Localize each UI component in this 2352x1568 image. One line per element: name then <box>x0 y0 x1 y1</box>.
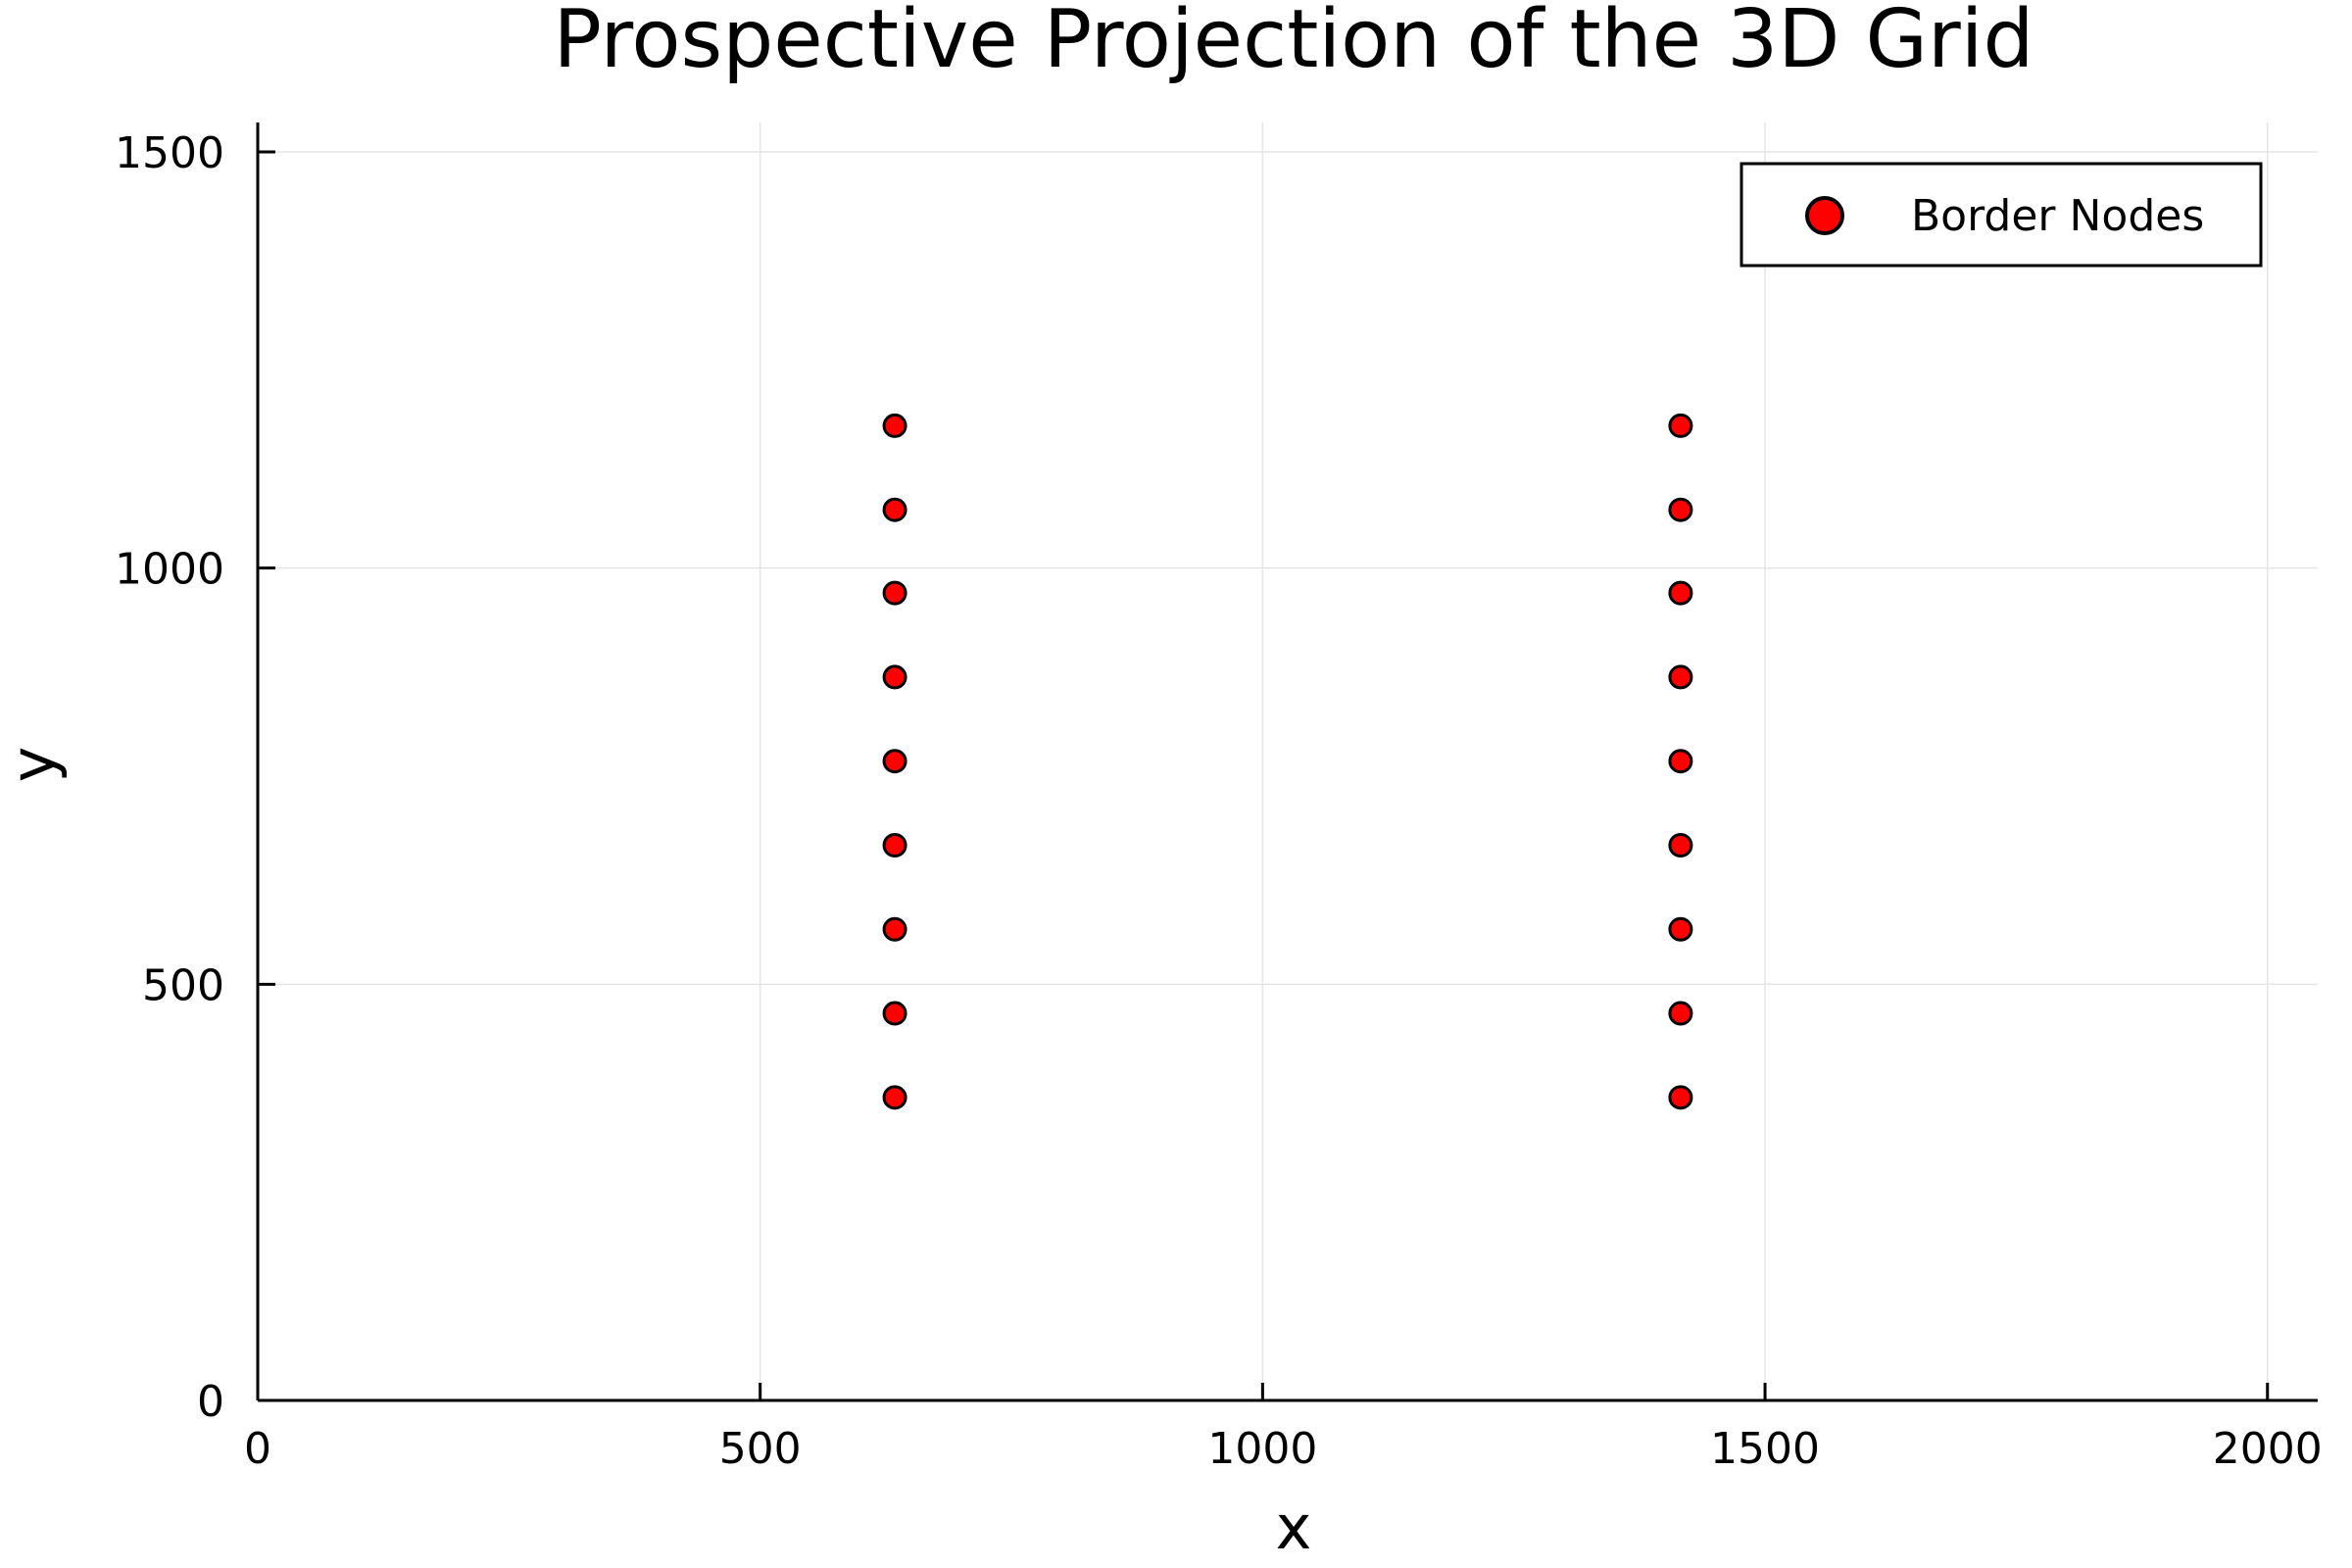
border-node-point-11 <box>1668 916 1693 942</box>
border-node-point-9 <box>1668 1085 1693 1110</box>
data-points-layer <box>882 413 1693 1110</box>
border-node-point-5 <box>882 664 907 690</box>
x-tick-label-0: 0 <box>244 1424 271 1474</box>
border-node-point-0 <box>882 1085 907 1110</box>
legend-label-border-nodes: Border Nodes <box>1911 191 2204 241</box>
y-tick-label-1: 500 <box>142 960 224 1010</box>
border-node-point-1 <box>882 1001 907 1026</box>
border-node-point-10 <box>1668 1001 1693 1026</box>
border-node-point-2 <box>882 916 907 942</box>
border-node-point-6 <box>882 580 907 606</box>
border-node-point-13 <box>1668 749 1693 774</box>
x-tick-label-2: 1000 <box>1207 1424 1317 1474</box>
x-tick-label-4: 2000 <box>2213 1424 2323 1474</box>
legend-marker <box>1805 196 1844 235</box>
y-tick-label-0: 0 <box>197 1377 224 1427</box>
border-node-point-8 <box>882 413 907 438</box>
x-axis-label: x <box>1276 1492 1312 1563</box>
y-tick-label-3: 1500 <box>115 128 224 178</box>
y-tick-label-2: 1000 <box>115 545 224 595</box>
chart-title: Prospective Projection of the 3D Grid <box>553 0 2034 86</box>
border-node-point-16 <box>1668 497 1693 522</box>
border-node-point-3 <box>882 832 907 858</box>
border-node-point-12 <box>1668 832 1693 858</box>
border-node-point-14 <box>1668 664 1693 690</box>
border-node-point-7 <box>882 497 907 522</box>
x-tick-label-3: 1500 <box>1710 1424 1820 1474</box>
border-node-point-4 <box>882 749 907 774</box>
axes-layer <box>256 122 2318 1402</box>
ticks-layer: 0 500 1000 1500 2000 0 500 1000 1500 <box>115 128 2323 1474</box>
legend: Border Nodes <box>1740 162 2263 268</box>
x-tick-label-1: 500 <box>719 1424 802 1474</box>
border-node-point-17 <box>1668 413 1693 438</box>
border-node-point-15 <box>1668 580 1693 606</box>
grid-layer <box>257 122 2318 1401</box>
y-axis-label: y <box>0 747 69 783</box>
